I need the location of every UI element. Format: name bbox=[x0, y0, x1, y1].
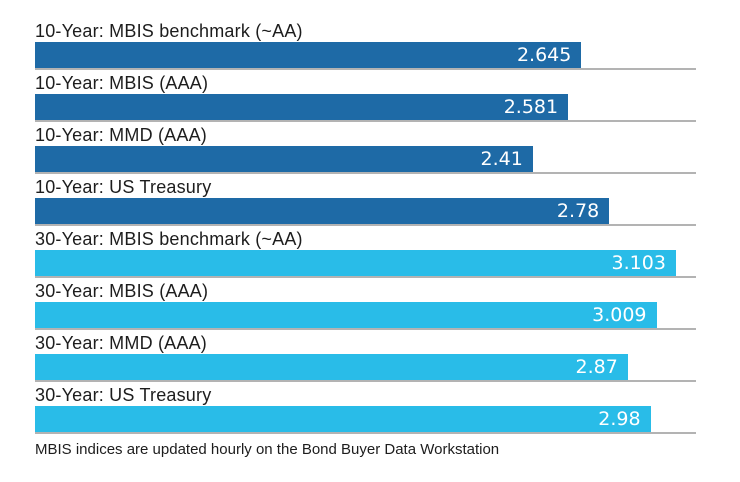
bar: 2.98 bbox=[35, 406, 651, 432]
bar-track: 3.103 bbox=[35, 250, 696, 278]
bar-row: 10-Year: MBIS benchmark (~AA) 2.645 bbox=[35, 21, 696, 70]
bar: 2.78 bbox=[35, 198, 610, 224]
bar-track: 2.581 bbox=[35, 94, 696, 122]
bar-row: 30-Year: MMD (AAA) 2.87 bbox=[35, 333, 696, 382]
bar-value-label: 2.645 bbox=[516, 44, 572, 66]
bar: 2.581 bbox=[35, 94, 569, 120]
bar-value-label: 2.581 bbox=[503, 96, 559, 118]
bar-track: 2.98 bbox=[35, 406, 696, 434]
bar-row: 10-Year: MMD (AAA) 2.41 bbox=[35, 125, 696, 174]
category-label: 10-Year: US Treasury bbox=[35, 177, 212, 197]
bar: 2.87 bbox=[35, 354, 628, 380]
bar-row: 30-Year: MBIS (AAA) 3.009 bbox=[35, 281, 696, 330]
bar-value-label: 3.009 bbox=[592, 304, 647, 326]
category-label: 10-Year: MMD (AAA) bbox=[35, 125, 207, 145]
bar-row: 30-Year: MBIS benchmark (~AA) 3.103 bbox=[35, 229, 696, 278]
category-label: 30-Year: MMD (AAA) bbox=[35, 333, 207, 353]
category-label: 30-Year: MBIS benchmark (~AA) bbox=[35, 229, 303, 249]
category-label: 10-Year: MBIS benchmark (~AA) bbox=[35, 21, 303, 41]
bar: 3.009 bbox=[35, 302, 657, 328]
bar: 3.103 bbox=[35, 250, 676, 276]
yield-bar-chart: 10-Year: MBIS benchmark (~AA) 2.645 10-Y… bbox=[35, 21, 696, 458]
category-label: 30-Year: MBIS (AAA) bbox=[35, 281, 209, 301]
bar-row: 10-Year: MBIS (AAA) 2.581 bbox=[35, 73, 696, 122]
bar-track: 2.87 bbox=[35, 354, 696, 382]
bar-track: 2.78 bbox=[35, 198, 696, 226]
category-label: 30-Year: US Treasury bbox=[35, 385, 212, 405]
bar-value-label: 3.103 bbox=[611, 252, 666, 274]
bar-value-label: 2.98 bbox=[598, 408, 641, 430]
bar-track: 2.41 bbox=[35, 146, 696, 174]
bar: 2.645 bbox=[35, 42, 582, 68]
category-label: 10-Year: MBIS (AAA) bbox=[35, 73, 209, 93]
bar-value-label: 2.78 bbox=[556, 200, 600, 222]
bar-row: 30-Year: US Treasury 2.98 bbox=[35, 385, 696, 434]
bar-value-label: 2.41 bbox=[480, 148, 523, 170]
bar-value-label: 2.87 bbox=[575, 356, 618, 378]
bar-row: 10-Year: US Treasury 2.78 bbox=[35, 177, 696, 226]
bar-track: 2.645 bbox=[35, 42, 696, 70]
bar: 2.41 bbox=[35, 146, 533, 172]
bar-track: 3.009 bbox=[35, 302, 696, 330]
chart-footnote: MBIS indices are updated hourly on the B… bbox=[35, 441, 500, 458]
